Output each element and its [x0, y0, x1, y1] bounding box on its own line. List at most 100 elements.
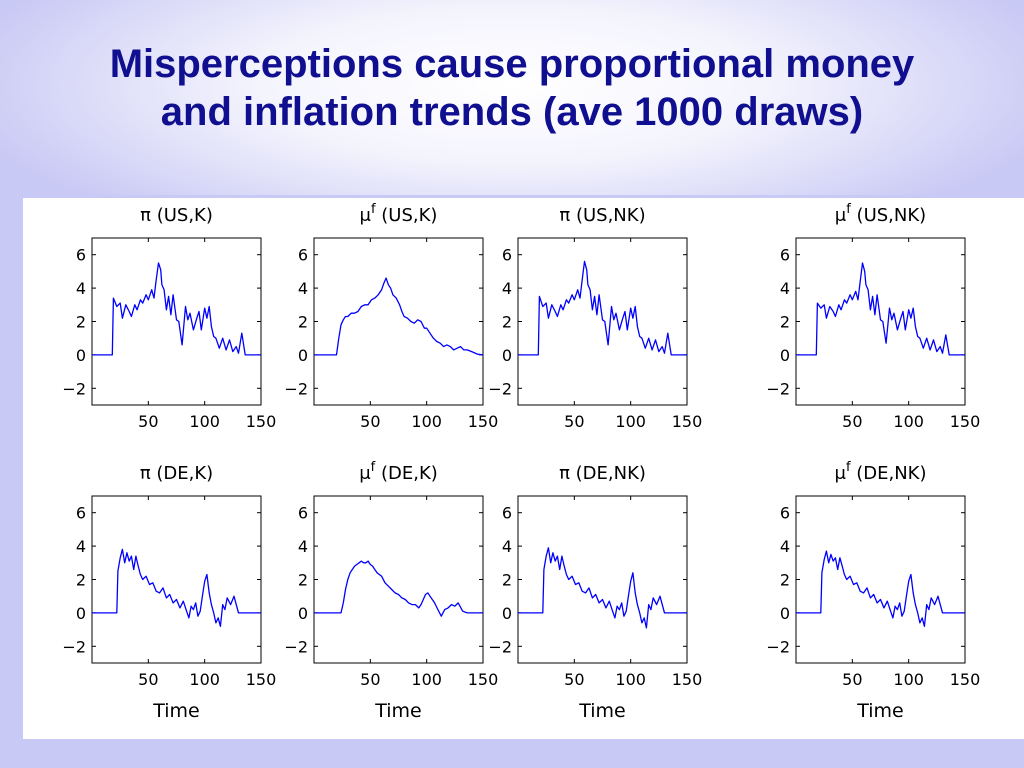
y-tick-label: 4 — [780, 279, 790, 298]
subplot-title-symbol: π — [559, 463, 570, 484]
y-tick-label: 2 — [780, 313, 790, 332]
y-tick-label: 2 — [76, 571, 86, 590]
x-axis-label: Time — [856, 700, 904, 722]
subplot-title-text: (DE,NK) — [570, 463, 646, 484]
subplot-title-symbol: π — [140, 205, 151, 226]
subplot-1: π (US,K) 6 4 2 0 −2 50 100 150 — [62, 205, 276, 431]
x-tick-label: 50 — [138, 670, 158, 689]
x-tick-label: 150 — [246, 670, 277, 689]
y-tick-label: 2 — [502, 313, 512, 332]
x-tick-label: 150 — [672, 670, 703, 689]
x-tick-label: 100 — [893, 670, 924, 689]
y-tick-label: −2 — [766, 637, 790, 656]
y-tick-label: 2 — [780, 571, 790, 590]
subplot-title-superscript: f — [371, 460, 376, 475]
subplot-title: μf (US,NK) — [835, 202, 926, 226]
subplot-7: π (DE,NK) 6 4 2 0 −2 50 100 150 Time — [488, 463, 702, 722]
x-tick-label: 150 — [950, 670, 981, 689]
slide-title-line-1: Misperceptions cause proportional money — [109, 42, 915, 86]
x-tick-label: 100 — [411, 670, 442, 689]
subplot-5: π (DE,K) 6 4 2 0 −2 50 100 150 Time — [62, 463, 276, 722]
axes-box — [517, 237, 688, 406]
y-tick-label: 0 — [298, 346, 308, 365]
subplot-2: μf (US,K) 6 4 2 0 −2 50 100 150 — [284, 202, 498, 431]
subplot-title-text: (US,K) — [151, 205, 213, 226]
y-tick-label: −2 — [766, 379, 790, 398]
subplot-title: π (US,K) — [140, 205, 213, 226]
y-tick-label: 0 — [780, 604, 790, 623]
x-tick-label: 150 — [468, 412, 499, 431]
x-tick-label: 150 — [950, 412, 981, 431]
y-tick-label: 6 — [780, 504, 790, 523]
subplot-title: μf (DE,K) — [359, 460, 438, 484]
subplot-title-text: (DE,NK) — [851, 463, 927, 484]
x-axis-label: Time — [374, 700, 422, 722]
y-tick-label: 2 — [502, 571, 512, 590]
y-tick-label: 0 — [780, 346, 790, 365]
series-line — [796, 550, 965, 627]
subplot-6: μf (DE,K) 6 4 2 0 −2 50 100 150 Time — [284, 460, 498, 722]
series-line — [314, 560, 483, 617]
x-tick-label: 50 — [842, 670, 862, 689]
x-tick-label: 100 — [411, 412, 442, 431]
subplot-title-text: (US,NK) — [851, 205, 926, 226]
subplot-title-superscript: f — [371, 202, 376, 217]
subplot-title-text: (DE,K) — [151, 463, 214, 484]
x-tick-label: 50 — [138, 412, 158, 431]
y-tick-label: 0 — [502, 604, 512, 623]
subplot-title-symbol: π — [140, 463, 151, 484]
x-tick-label: 100 — [615, 670, 646, 689]
series-line — [796, 262, 965, 356]
subplot-title-symbol: μ — [360, 205, 372, 226]
y-tick-label: −2 — [284, 637, 308, 656]
x-tick-label: 150 — [468, 670, 499, 689]
subplot-title: μf (DE,NK) — [834, 460, 926, 484]
x-axis-label: Time — [578, 700, 626, 722]
title-band — [0, 0, 1024, 195]
y-tick-label: 2 — [76, 313, 86, 332]
x-tick-label: 50 — [564, 412, 584, 431]
x-tick-label: 50 — [564, 670, 584, 689]
y-tick-label: 6 — [76, 246, 86, 265]
x-tick-label: 50 — [360, 670, 380, 689]
series-line — [92, 262, 261, 356]
y-tick-label: −2 — [284, 379, 308, 398]
y-tick-label: −2 — [62, 637, 86, 656]
subplot-4: μf (US,NK) 6 4 2 0 −2 50 100 150 — [766, 202, 980, 431]
y-tick-label: 4 — [76, 279, 86, 298]
y-tick-label: 0 — [502, 346, 512, 365]
subplot-title-text: (US,K) — [376, 205, 438, 226]
y-tick-label: 0 — [298, 604, 308, 623]
x-tick-label: 100 — [189, 412, 220, 431]
y-tick-label: 0 — [76, 604, 86, 623]
subplot-8: μf (DE,NK) 6 4 2 0 −2 50 100 150 Time — [766, 460, 980, 722]
x-tick-label: 150 — [246, 412, 277, 431]
y-tick-label: 4 — [502, 279, 512, 298]
y-tick-label: 0 — [76, 346, 86, 365]
slide-title: Misperceptions cause proportional money … — [0, 40, 1024, 136]
y-tick-label: 4 — [502, 537, 512, 556]
subplot-title: π (DE,K) — [140, 463, 213, 484]
y-tick-label: 2 — [298, 571, 308, 590]
x-tick-label: 100 — [615, 412, 646, 431]
y-tick-label: 4 — [298, 279, 308, 298]
subplot-3: π (US,NK) 6 4 2 0 −2 50 100 150 — [488, 205, 702, 431]
x-tick-label: 50 — [360, 412, 380, 431]
subplot-title-symbol: μ — [359, 463, 371, 484]
subplot-title-superscript: f — [846, 202, 851, 217]
x-tick-label: 50 — [842, 412, 862, 431]
subplot-title-symbol: μ — [835, 205, 847, 226]
subplot-title-symbol: π — [559, 205, 570, 226]
subplot-title-text: (US,NK) — [570, 205, 645, 226]
y-tick-label: 6 — [780, 246, 790, 265]
axes-box — [795, 237, 966, 406]
slide-title-line-2: and inflation trends (ave 1000 draws) — [160, 90, 864, 134]
figure-panel: π (US,K) 6 4 2 0 −2 50 100 150 μf (US,K) 6 4 2 0 −2 50 1… — [23, 198, 1024, 739]
subplot-title-superscript: f — [846, 460, 851, 475]
axes-box — [91, 237, 262, 406]
y-tick-label: 2 — [298, 313, 308, 332]
series-line — [314, 277, 484, 356]
y-tick-label: −2 — [488, 379, 512, 398]
y-tick-label: 4 — [76, 537, 86, 556]
